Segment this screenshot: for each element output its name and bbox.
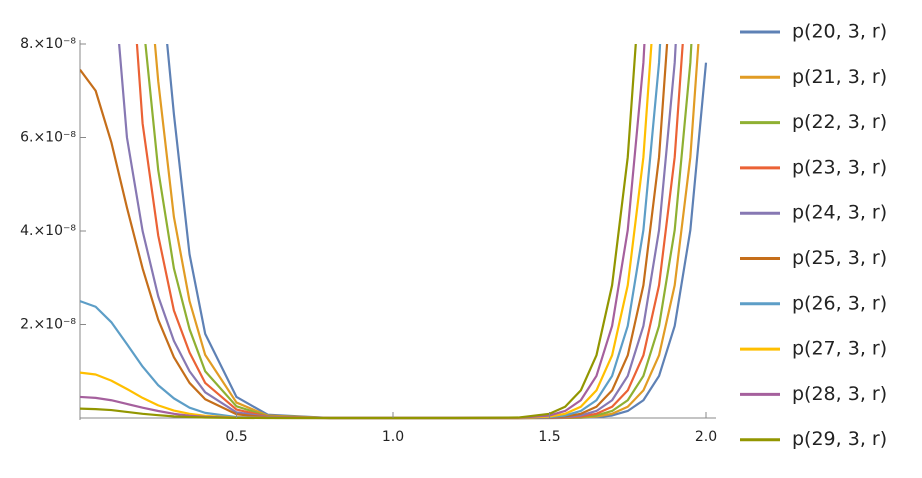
legend-label: p(25, 3, r) <box>792 247 887 269</box>
legend-label: p(27, 3, r) <box>792 338 887 360</box>
legend-label: p(23, 3, r) <box>792 156 887 178</box>
y-tick-label: 4.×10⁻⁸ <box>20 223 76 239</box>
legend-label: p(26, 3, r) <box>792 292 887 314</box>
y-tick-label: 6.×10⁻⁸ <box>20 130 76 146</box>
x-tick-label: 2.0 <box>695 429 717 445</box>
legend-label: p(29, 3, r) <box>792 428 887 450</box>
legend-label: p(22, 3, r) <box>792 111 887 133</box>
series-line <box>80 44 637 420</box>
x-tick-label: 1.5 <box>538 429 560 445</box>
x-tick-label: 0.5 <box>225 429 247 445</box>
y-tick-label: 2.×10⁻⁸ <box>20 317 76 333</box>
legend-label: p(28, 3, r) <box>792 383 887 405</box>
legend-label: p(20, 3, r) <box>792 21 887 43</box>
x-tick-label: 1.0 <box>382 429 404 445</box>
y-tick-label: 8.×10⁻⁸ <box>20 36 76 52</box>
legend-label: p(21, 3, r) <box>792 66 887 88</box>
legend-label: p(24, 3, r) <box>792 202 887 224</box>
plot-area <box>80 44 708 420</box>
